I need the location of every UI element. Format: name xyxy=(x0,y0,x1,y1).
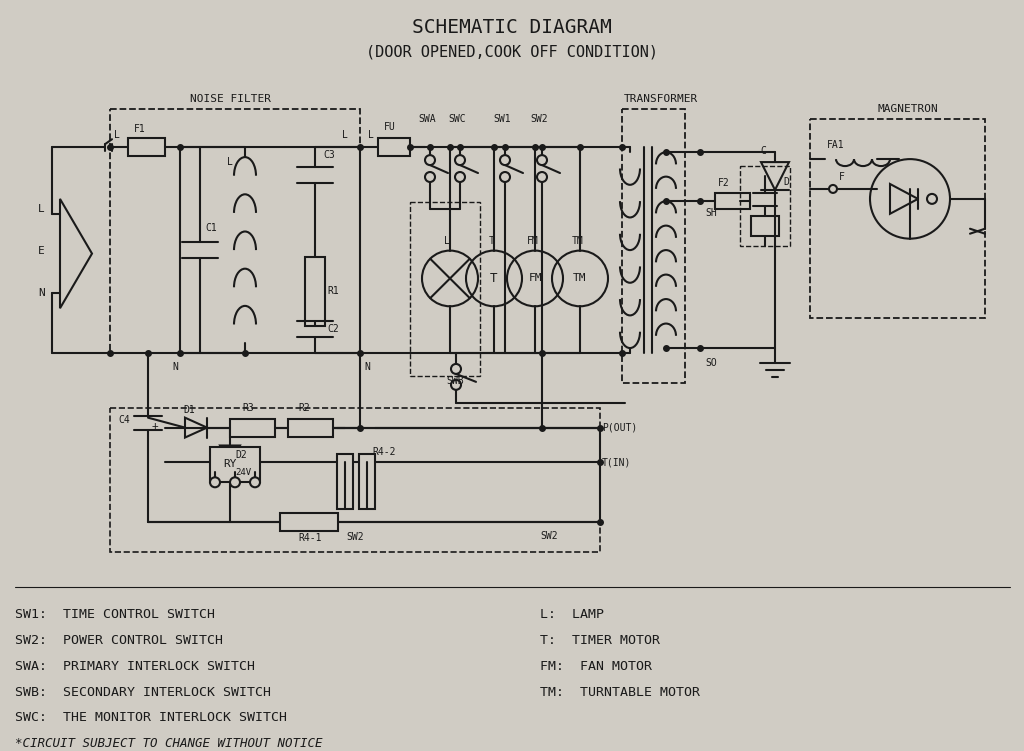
Text: FM: FM xyxy=(527,236,539,246)
Text: SW2: SW2 xyxy=(540,531,558,541)
Text: SW1: SW1 xyxy=(493,114,511,125)
Bar xyxy=(288,418,333,436)
Text: SWC: SWC xyxy=(449,114,466,125)
Text: N: N xyxy=(364,362,370,372)
Text: L: L xyxy=(342,130,348,140)
Bar xyxy=(410,202,480,376)
Text: R1: R1 xyxy=(327,286,339,297)
Text: E: E xyxy=(38,246,45,255)
Text: C: C xyxy=(760,146,766,156)
Text: 24V: 24V xyxy=(234,468,251,477)
Text: SW2: SW2 xyxy=(346,532,364,542)
Text: L: L xyxy=(114,130,120,140)
Bar xyxy=(128,138,165,156)
Text: SWC:  THE MONITOR INTERLOCK SWITCH: SWC: THE MONITOR INTERLOCK SWITCH xyxy=(15,711,287,725)
Text: FM:  FAN MOTOR: FM: FAN MOTOR xyxy=(540,660,652,673)
Text: FU: FU xyxy=(384,122,395,132)
Text: NOISE FILTER: NOISE FILTER xyxy=(190,95,271,104)
Bar xyxy=(751,216,779,236)
Text: SH: SH xyxy=(705,208,717,218)
Text: C4: C4 xyxy=(118,415,130,424)
Text: N: N xyxy=(38,288,45,298)
Bar xyxy=(810,119,985,318)
Text: SWA: SWA xyxy=(418,114,435,125)
Text: T:  TIMER MOTOR: T: TIMER MOTOR xyxy=(540,634,660,647)
Text: L: L xyxy=(38,204,45,214)
Text: L: L xyxy=(444,236,450,246)
Text: D2: D2 xyxy=(234,451,247,460)
Text: R3: R3 xyxy=(242,403,254,413)
Text: TM: TM xyxy=(572,236,584,246)
Circle shape xyxy=(250,478,260,487)
Bar xyxy=(305,257,325,326)
Bar xyxy=(359,454,375,509)
Text: C2: C2 xyxy=(327,324,339,334)
Bar xyxy=(110,110,360,353)
Text: TM:  TURNTABLE MOTOR: TM: TURNTABLE MOTOR xyxy=(540,686,700,698)
Text: C1: C1 xyxy=(205,223,217,233)
Bar xyxy=(378,138,410,156)
Bar xyxy=(210,448,260,482)
Text: *CIRCUIT SUBJECT TO CHANGE WITHOUT NOTICE: *CIRCUIT SUBJECT TO CHANGE WITHOUT NOTIC… xyxy=(15,737,323,750)
Text: SWB: SWB xyxy=(446,376,464,386)
Text: F: F xyxy=(839,172,845,182)
Text: TM: TM xyxy=(573,273,587,283)
Bar xyxy=(715,193,750,209)
Text: +: + xyxy=(152,421,159,430)
Text: L: L xyxy=(227,157,232,167)
Circle shape xyxy=(230,478,240,487)
Bar xyxy=(337,454,353,509)
Text: T: T xyxy=(489,236,495,246)
Text: (DOOR OPENED,COOK OFF CONDITION): (DOOR OPENED,COOK OFF CONDITION) xyxy=(366,44,658,59)
Text: SCHEMATIC DIAGRAM: SCHEMATIC DIAGRAM xyxy=(412,18,612,38)
Text: SW2: SW2 xyxy=(530,114,548,125)
Circle shape xyxy=(829,185,837,193)
Text: R4-2: R4-2 xyxy=(372,448,395,457)
Text: T(IN): T(IN) xyxy=(602,457,632,467)
Text: C3: C3 xyxy=(323,150,335,160)
Text: TRANSFORMER: TRANSFORMER xyxy=(624,95,698,104)
Text: D1: D1 xyxy=(183,405,195,415)
Text: L: L xyxy=(368,130,374,140)
Text: F2: F2 xyxy=(718,178,730,189)
Bar xyxy=(280,513,338,531)
Text: FM: FM xyxy=(528,273,542,283)
Bar xyxy=(622,110,685,383)
Bar xyxy=(110,408,600,552)
Text: P(OUT): P(OUT) xyxy=(602,423,637,433)
Text: F1: F1 xyxy=(134,124,145,134)
Text: L:  LAMP: L: LAMP xyxy=(540,608,604,621)
Text: SWA:  PRIMARY INTERLOCK SWITCH: SWA: PRIMARY INTERLOCK SWITCH xyxy=(15,660,255,673)
Text: SW1:  TIME CONTROL SWITCH: SW1: TIME CONTROL SWITCH xyxy=(15,608,215,621)
Text: T: T xyxy=(490,272,498,285)
Text: R2: R2 xyxy=(298,403,309,413)
Bar xyxy=(740,166,790,246)
Text: FA1: FA1 xyxy=(827,140,845,150)
Bar xyxy=(230,418,275,436)
Text: N: N xyxy=(172,362,178,372)
Text: SW2:  POWER CONTROL SWITCH: SW2: POWER CONTROL SWITCH xyxy=(15,634,223,647)
Text: MAGNETRON: MAGNETRON xyxy=(878,104,939,114)
Text: SWB:  SECONDARY INTERLOCK SWITCH: SWB: SECONDARY INTERLOCK SWITCH xyxy=(15,686,271,698)
Text: R4-1: R4-1 xyxy=(298,533,322,543)
Circle shape xyxy=(210,478,220,487)
Text: RY: RY xyxy=(223,460,237,469)
Text: SO: SO xyxy=(705,358,717,368)
Text: D: D xyxy=(783,177,788,187)
